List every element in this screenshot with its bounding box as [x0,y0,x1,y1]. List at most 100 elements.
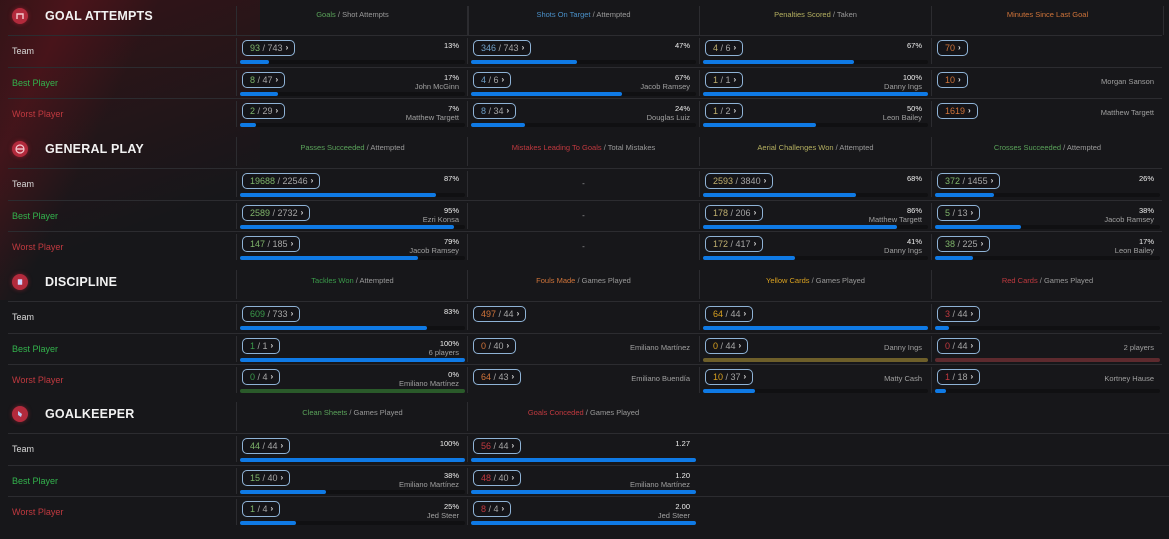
progress-bar [471,458,696,462]
chevron-right-icon: › [958,43,961,52]
player-name[interactable]: Ezri Konsa [422,214,459,224]
stat-denominator: 34 [493,106,504,116]
player-name[interactable]: Douglas Luiz [646,113,690,122]
stat-value-button[interactable]: 4 / 6 › [705,40,744,56]
player-name[interactable]: Matthew Targett [1100,108,1154,117]
player-name[interactable]: Leon Bailey [882,113,922,122]
stat-value-button[interactable]: 15 / 40 › [242,469,291,486]
stat-value-button[interactable]: 10 › [937,71,968,88]
player-name[interactable]: Emiliano Martínez [629,342,690,352]
stat-separator: / [491,441,499,451]
player-name[interactable]: Emiliano Martínez [398,379,459,388]
stat-value-button[interactable]: 372 / 1455 › [937,173,1001,189]
player-name[interactable]: Emiliano Martínez [398,479,459,489]
column-header-denominator: / Attempted [364,143,405,152]
column-header-denominator: / Shot Attempts [335,10,389,19]
player-name[interactable]: Matthew Targett [868,214,922,224]
stat-numerator: 8 [481,106,487,116]
stat-percentage: 1.20 [675,470,690,480]
stat-value-button[interactable]: 2 / 29 › [242,103,286,119]
cell-divider [467,304,468,330]
stat-value-button[interactable]: 19688 / 22546 › [242,173,321,189]
player-name[interactable]: Morgan Sanson [1101,76,1154,86]
player-name[interactable]: Leon Bailey [1114,246,1154,255]
stat-numerator: 172 [713,239,729,249]
section-goal-attempts: GOAL ATTEMPTS Team Best Player Worst Player… [0,0,1169,130]
progress-bar-fill [240,458,465,462]
stat-percentage: 68% [906,174,922,183]
stat-value-button[interactable]: 0 / 44 › [937,337,981,354]
stat-value-button[interactable]: 64 / 43 › [473,369,522,385]
player-name[interactable]: Danny Ings [884,246,922,255]
player-name[interactable]: Emiliano Buendía [631,374,690,383]
stat-cell: 372 / 1455 › 26% [931,169,1162,199]
stat-value-button[interactable]: 1 / 2 › [705,103,744,119]
stat-denominator: 185 [272,239,288,249]
chevron-right-icon: › [990,176,994,185]
stat-cell: 1 / 4 › 25% Jed Steer [236,497,467,527]
stat-value-button[interactable]: 93 / 743 › [242,40,296,56]
stat-value-button[interactable]: 172 / 417 › [705,236,764,252]
stat-value-button[interactable]: 2589 / 2732 › [242,204,311,221]
section-discipline: DISCIPLINE Team Best Player Worst Player Tac… [0,266,1169,396]
column-divider [931,270,932,299]
stat-value-button[interactable]: 8 / 47 › [242,71,286,88]
stat-value-button[interactable]: 0 / 4 › [242,369,281,385]
player-name[interactable]: Jacob Ramsey [1104,214,1154,224]
stat-cell: 2 / 29 › 7% Matthew Targett [236,99,467,129]
stat-value-button[interactable]: 1619 › [937,103,978,119]
section-title-text: GENERAL PLAY [45,142,144,156]
player-name[interactable]: Kortney Hause [1104,374,1154,383]
player-name[interactable]: John McGinn [414,81,459,91]
stat-value-button[interactable]: 346 / 743 › [473,40,532,56]
stat-value-button[interactable]: 48 / 40 › [473,469,522,486]
stat-value-button[interactable]: 1 / 1 › [705,71,744,88]
stat-value-button[interactable]: 0 / 44 › [705,337,749,354]
stat-value-button[interactable]: 10 / 37 › [705,369,754,385]
stat-value-button[interactable]: 178 / 206 › [705,204,764,221]
stat-value-button[interactable]: 8 / 34 › [473,103,517,119]
cell-divider [467,234,468,260]
stat-value-button[interactable]: 64 / 44 › [705,306,754,322]
stat-numerator: 346 [481,43,497,53]
stat-value-button[interactable]: 2593 / 3840 › [705,173,774,189]
row-divider [8,98,1162,99]
stat-value-button[interactable]: 1 / 1 › [242,337,281,354]
section-title: GENERAL PLAY [12,141,144,157]
stat-value-button[interactable]: 56 / 44 › [473,438,522,454]
stat-value-button[interactable]: 70 › [937,40,968,56]
stat-value-button[interactable]: 147 / 185 › [242,236,301,252]
stat-value-button[interactable]: 497 / 44 › [473,306,527,322]
player-name[interactable]: Danny Ings [884,342,922,352]
column-divider [467,137,468,166]
stat-value-button[interactable]: 3 / 44 › [937,306,981,322]
player-name[interactable]: Jacob Ramsey [640,81,690,91]
stat-value-button[interactable]: 8 / 4 › [473,501,512,517]
stat-value-button[interactable]: 0 / 40 › [473,337,517,354]
stat-percentage: 100% [902,72,922,82]
player-name[interactable]: 6 players [428,347,459,357]
stat-value-button[interactable]: 44 / 44 › [242,438,291,454]
column-header-metric: Tackles Won [311,276,354,285]
row-label-best: Best Player [12,77,59,88]
column-header-metric: Penalties Scored [774,10,831,19]
stat-value-button[interactable]: 1 / 4 › [242,501,281,517]
player-name[interactable]: Jed Steer [426,511,459,520]
stat-denominator: 743 [503,43,519,53]
stat-value-button[interactable]: 1 / 18 › [937,369,981,385]
stat-value-button[interactable]: 5 / 13 › [937,204,981,221]
player-name[interactable]: 2 players [1123,342,1154,352]
player-name[interactable]: Jed Steer [657,511,690,520]
player-name[interactable]: Matty Cash [884,374,922,383]
player-name[interactable]: Jacob Ramsey [409,246,459,255]
stat-value-button[interactable]: 609 / 733 › [242,306,301,322]
empty-value: - [582,242,585,251]
player-name[interactable]: Danny Ings [884,81,922,91]
stat-value-button[interactable]: 38 / 225 › [937,236,991,252]
stat-denominator: 18 [957,372,968,382]
stat-value-button[interactable]: 4 / 6 › [473,71,512,88]
stat-separator: / [255,74,263,85]
player-name[interactable]: Emiliano Martínez [629,479,690,489]
player-name[interactable]: Matthew Targett [405,113,459,122]
stat-denominator: 44 [498,441,509,451]
